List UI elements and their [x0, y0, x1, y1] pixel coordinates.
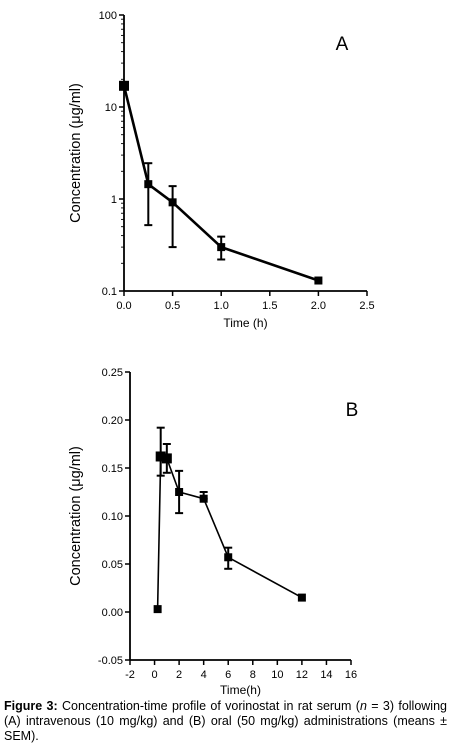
data-point	[153, 605, 162, 614]
y-tick-label: 0.05	[102, 559, 123, 571]
x-tick-label: 2.5	[359, 300, 374, 312]
caption-n: n	[359, 699, 367, 713]
y-tick-label: 1	[111, 194, 117, 206]
data-point	[175, 488, 184, 496]
y-axis-label: Concentration (μg/ml)	[68, 446, 84, 586]
y-tick-label: 10	[105, 102, 117, 114]
x-tick-label: 12	[296, 669, 308, 681]
y-tick-label: 100	[99, 10, 117, 22]
figure-caption: Figure 3: Concentration-time profile of …	[4, 699, 447, 744]
x-tick-label: 4	[201, 669, 207, 681]
y-axis-label: Concentration (μg/ml)	[68, 83, 84, 223]
x-tick-label: 2.0	[311, 300, 326, 312]
x-tick-label: 6	[225, 669, 231, 681]
panel-letter: A	[336, 34, 349, 55]
x-tick-label: 1.5	[262, 300, 277, 312]
data-point	[224, 553, 233, 562]
x-tick-label: 16	[345, 669, 357, 681]
x-tick-label: 1.0	[214, 300, 229, 312]
y-tick-label: 0.15	[102, 463, 123, 475]
x-tick-label: 0	[151, 669, 157, 681]
data-point	[144, 180, 153, 189]
data-point	[217, 243, 226, 252]
y-tick-label: -0.05	[98, 655, 123, 667]
x-axis-label: Time(h)	[220, 683, 261, 697]
data-point	[314, 276, 323, 285]
data-point	[199, 494, 208, 503]
data-point	[297, 593, 306, 602]
caption-text-2: = 3) following (A) intravenous (10 mg/kg…	[4, 699, 447, 743]
y-tick-label: 0.00	[102, 607, 123, 619]
data-point	[119, 80, 129, 91]
x-tick-label: 10	[271, 669, 283, 681]
data-point	[161, 453, 172, 464]
panel-letter: B	[346, 400, 359, 421]
y-tick-label: 0.25	[102, 367, 123, 379]
data-point	[168, 198, 177, 207]
x-tick-label: 2	[176, 669, 182, 681]
x-tick-label: 8	[250, 669, 256, 681]
caption-label: Figure 3:	[4, 699, 58, 713]
x-tick-label: 0.0	[116, 300, 131, 312]
data-point	[155, 451, 166, 462]
x-tick-label: 0.5	[165, 300, 180, 312]
y-tick-label: 0.20	[102, 415, 123, 427]
x-axis-label: Time (h)	[223, 316, 267, 330]
y-tick-label: 0.1	[102, 286, 117, 298]
y-tick-label: 0.10	[102, 511, 123, 523]
caption-text-1: Concentration-time profile of vorinostat…	[57, 699, 360, 713]
x-tick-label: -2	[125, 669, 135, 681]
x-tick-label: 14	[320, 669, 332, 681]
